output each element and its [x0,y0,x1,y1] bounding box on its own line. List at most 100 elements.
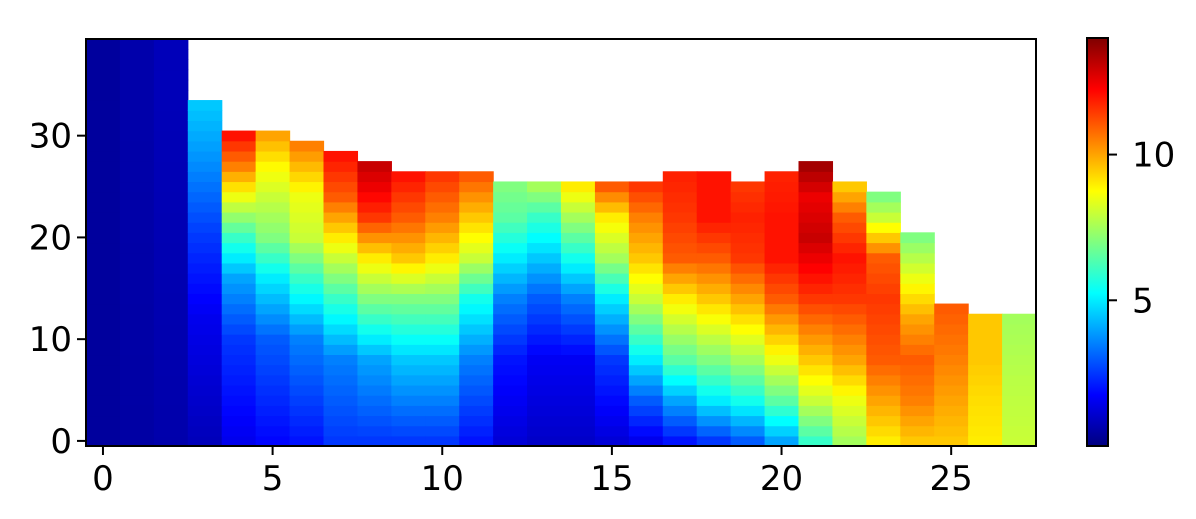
x-tick-label: 15 [590,459,633,499]
heatmap-cell [527,364,562,376]
heatmap-cell [357,283,392,294]
heatmap-cell [900,354,935,366]
heatmap-cell [187,364,223,376]
heatmap-cell [221,242,257,254]
heatmap-cell [323,415,359,427]
heatmap-cell [119,364,155,376]
heatmap-cell [153,161,189,172]
heatmap-cell [866,354,901,366]
heatmap-cell [662,283,698,294]
heatmap-cell [323,364,359,376]
heatmap-cell [255,211,291,223]
heatmap-cell [153,191,189,203]
heatmap-cell [119,425,155,437]
heatmap-cell [187,293,223,305]
heatmap-cell [221,171,257,183]
heatmap-cell [187,150,223,162]
heatmap-cell [1002,313,1037,325]
heatmap-cell [459,405,494,417]
heatmap-cell [798,374,834,386]
heatmap-cell [527,252,562,264]
heatmap-cell [764,222,800,233]
heatmap-cell [798,313,834,325]
heatmap-cell [900,283,935,294]
heatmap-cell [696,415,732,427]
heatmap-cell [934,415,969,427]
heatmap-cell [391,364,426,376]
heatmap-cell [289,303,325,315]
heatmap-cell [221,232,257,244]
heatmap-cell [900,313,935,325]
heatmap-cell [119,232,155,244]
heatmap-cell [1002,344,1037,356]
heatmap-cell [628,222,664,233]
heatmap-cell [459,262,494,274]
heatmap-cell [561,405,596,417]
colorbar: 5 10 [1086,37,1175,447]
heatmap-cell [561,211,596,223]
heatmap-cell [900,273,935,284]
heatmap-cell [391,405,426,417]
heatmap-cell [289,364,325,376]
heatmap-cell [866,425,901,437]
heatmap-cell [628,364,664,376]
heatmap-cell [628,425,664,437]
heatmap-cell [187,181,223,193]
heatmap-cell [1002,354,1037,366]
heatmap-cell [696,181,732,193]
heatmap-cell [289,395,325,406]
heatmap-cell [764,405,800,417]
heatmap-cell [561,415,596,427]
heatmap-cell [866,191,901,203]
heatmap-cell [1002,395,1037,406]
heatmap-cell [459,415,494,427]
heatmap-cell [153,395,189,406]
heatmap-cell [696,191,732,203]
heatmap-cell [425,252,460,264]
heatmap-cell [357,334,392,345]
heatmap-cell [696,405,732,417]
heatmap-cell [153,323,189,335]
heatmap-cell [187,140,223,152]
heatmap-cell [425,313,460,325]
heatmap-cell [561,181,596,193]
heatmap-cell [832,273,867,284]
heatmap-cell [255,232,291,244]
heatmap-cell [730,273,766,284]
heatmap-cell [153,313,189,325]
heatmap-cell [425,354,460,366]
heatmap-cell [662,435,698,447]
heatmap-cell [86,435,121,447]
heatmap-cell [764,384,800,396]
heatmap-cell [119,49,155,60]
heatmap-cell [187,273,223,284]
heatmap-cell [662,201,698,213]
heatmap-cell [662,364,698,376]
heatmap-cell [425,262,460,274]
heatmap-cell [187,100,223,111]
heatmap-cell [86,191,121,203]
heatmap-cell [696,435,732,447]
heatmap-cell [459,283,494,294]
heatmap-cell [900,323,935,335]
heatmap-cell [153,384,189,396]
heatmap-cell [832,191,867,203]
heatmap-cell [1002,415,1037,427]
heatmap-cell [934,313,969,325]
heatmap-cell [391,293,426,305]
heatmap-cell [187,303,223,315]
heatmap-cell [119,150,155,162]
heatmap-cell [764,232,800,244]
heatmap-cell [86,69,121,81]
heatmap-cell [86,262,121,274]
heatmap-cell [323,283,359,294]
heatmap-cell [900,395,935,406]
heatmap-cell [662,374,698,386]
heatmap-cell [86,201,121,213]
heatmap-cell [730,364,766,376]
heatmap-cell [255,374,291,386]
heatmap-cell [119,110,155,121]
heatmap-cell [119,354,155,366]
heatmap-cell [289,262,325,274]
heatmap-cell [391,344,426,356]
